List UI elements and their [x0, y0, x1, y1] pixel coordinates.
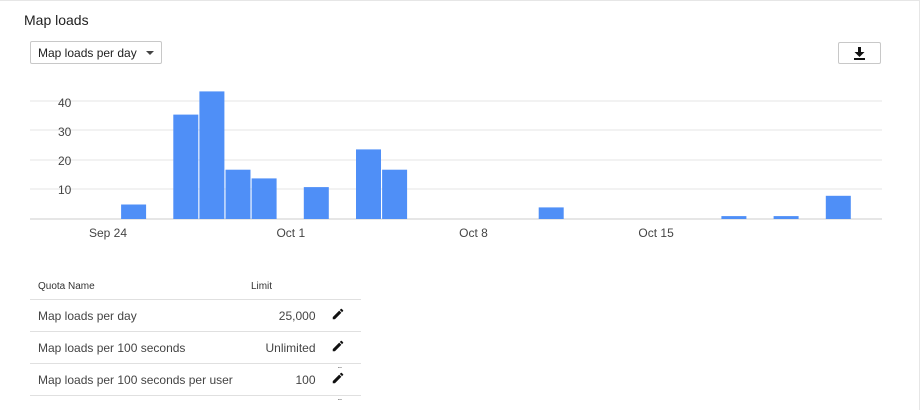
- metric-select-value: Map loads per day: [38, 46, 137, 60]
- table-row: Map loads per day 25,000: [30, 299, 361, 332]
- edit-quota-button[interactable]: [331, 307, 345, 321]
- bar-sep-26[interactable]: [173, 114, 199, 219]
- bar-sep-24[interactable]: [121, 204, 147, 220]
- y-tick-label: 10: [58, 183, 72, 197]
- x-axis-ticks: Sep 24 Oct 1 Oct 8 Oct 15: [89, 226, 674, 240]
- pencil-icon: [333, 308, 344, 320]
- column-header-actions: [315, 274, 361, 300]
- pencil-icon: [333, 372, 344, 384]
- bar-oct-17[interactable]: [721, 216, 747, 219]
- edit-cell: [315, 299, 361, 332]
- table-row: Map loads per 100 seconds per user 100 .…: [30, 363, 361, 402]
- x-tick-label: Sep 24: [89, 226, 127, 240]
- edit-cell: ...: [315, 363, 361, 402]
- y-tick-label: 40: [58, 96, 72, 110]
- bar-oct-3[interactable]: [356, 149, 381, 219]
- more-icon: ...: [337, 393, 343, 402]
- bar-oct-19[interactable]: [773, 216, 799, 219]
- bar-sep-28[interactable]: [225, 169, 251, 219]
- download-button[interactable]: [838, 42, 881, 64]
- bar-oct-4[interactable]: [382, 169, 408, 219]
- bar-sep-27[interactable]: [199, 91, 225, 219]
- card-title: Map loads: [24, 12, 89, 28]
- chart-grid: [30, 100, 882, 220]
- y-tick-label: 20: [58, 154, 72, 168]
- column-header-limit: Limit: [234, 274, 316, 300]
- quota-limit: 100: [234, 363, 316, 396]
- y-axis-ticks: 10 20 30 40: [58, 96, 72, 197]
- bar-sep-29[interactable]: [251, 178, 277, 219]
- download-icon: [854, 47, 865, 60]
- quota-table: Quota Name Limit Map loads per day 25,00…: [30, 274, 361, 402]
- chart-bars: [121, 91, 851, 219]
- metric-select[interactable]: Map loads per day: [30, 41, 162, 64]
- edit-quota-button[interactable]: [331, 339, 345, 353]
- quota-name: Map loads per 100 seconds per user: [30, 363, 235, 396]
- caret-down-icon: [146, 51, 154, 55]
- edit-cell: ...: [315, 331, 361, 370]
- bar-oct-1[interactable]: [303, 187, 329, 219]
- x-tick-label: Oct 15: [638, 226, 674, 240]
- edit-quota-button[interactable]: [331, 371, 345, 385]
- pencil-icon: [333, 340, 344, 352]
- x-tick-label: Oct 8: [459, 226, 488, 240]
- quota-name: Map loads per 100 seconds: [30, 331, 235, 364]
- quota-limit: Unlimited: [234, 331, 316, 364]
- bar-oct-21[interactable]: [825, 195, 851, 219]
- quota-table-header: Quota Name Limit: [30, 274, 361, 300]
- quota-limit: 25,000: [234, 299, 316, 332]
- x-tick-label: Oct 1: [276, 226, 305, 240]
- quota-name: Map loads per day: [30, 299, 235, 332]
- table-row: Map loads per 100 seconds Unlimited ...: [30, 331, 361, 370]
- map-loads-chart: 10 20 30 40 Sep 24 Oct 1 Oct 8 Oct 15: [30, 91, 882, 240]
- bar-oct-10[interactable]: [538, 207, 564, 219]
- column-header-quota-name: Quota Name: [30, 274, 235, 300]
- y-tick-label: 30: [58, 125, 72, 139]
